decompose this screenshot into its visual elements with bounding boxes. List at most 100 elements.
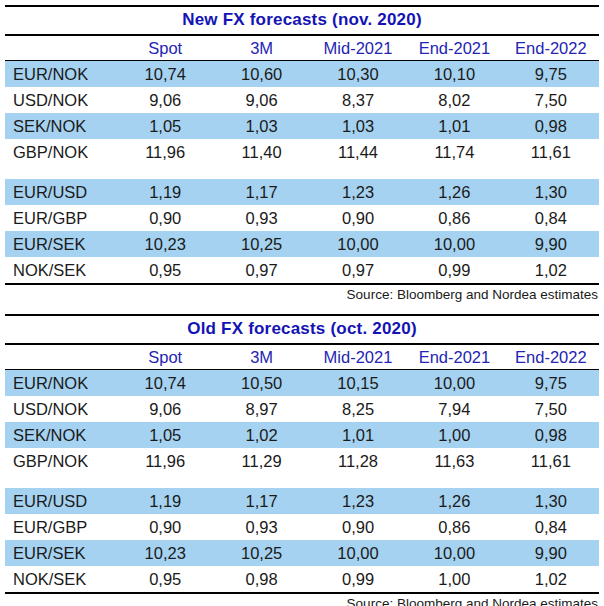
forecast-value: 0,93 xyxy=(213,209,309,228)
forecast-value: 10,23 xyxy=(117,544,213,563)
forecast-value: 10,00 xyxy=(310,544,406,563)
new-fx-forecasts-table: New FX forecasts (nov. 2020) Spot3MMid-2… xyxy=(5,5,599,305)
forecast-value: 0,98 xyxy=(503,426,599,445)
table-row: GBP/NOK11,9611,2911,2811,6311,61 xyxy=(5,448,599,474)
forecast-value: 1,05 xyxy=(117,426,213,445)
column-header-row: Spot3MMid-2021End-2021End-2022 xyxy=(5,36,599,61)
currency-pair-label: GBP/NOK xyxy=(5,143,117,162)
table-row: EUR/USD1,191,171,231,261,30 xyxy=(5,488,599,514)
forecast-value: 11,29 xyxy=(213,452,309,471)
column-header: End-2021 xyxy=(406,348,502,367)
forecast-value: 0,86 xyxy=(406,518,502,537)
page: New FX forecasts (nov. 2020) Spot3MMid-2… xyxy=(0,0,604,606)
forecast-value: 11,74 xyxy=(406,143,502,162)
forecast-value: 10,00 xyxy=(406,544,502,563)
table-row: EUR/GBP0,900,930,900,860,84 xyxy=(5,514,599,540)
forecast-value: 11,96 xyxy=(117,452,213,471)
column-header: End-2022 xyxy=(503,348,599,367)
forecast-value: 1,03 xyxy=(310,117,406,136)
currency-pair-label: SEK/NOK xyxy=(5,426,117,445)
forecast-value: 0,98 xyxy=(503,117,599,136)
old-fx-forecasts-table: Old FX forecasts (oct. 2020) Spot3MMid-2… xyxy=(5,314,599,606)
column-header: Mid-2021 xyxy=(310,39,406,58)
forecast-value: 0,99 xyxy=(406,261,502,280)
forecast-value: 0,93 xyxy=(213,518,309,537)
currency-pair-label: EUR/SEK xyxy=(5,235,117,254)
forecast-value: 9,75 xyxy=(503,374,599,393)
forecast-value: 0,84 xyxy=(503,518,599,537)
forecast-value: 1,17 xyxy=(213,492,309,511)
column-header: Mid-2021 xyxy=(310,348,406,367)
table-row: USD/NOK9,068,978,257,947,50 xyxy=(5,396,599,422)
forecast-value: 0,97 xyxy=(310,261,406,280)
table-row: NOK/SEK0,950,980,991,001,02 xyxy=(5,566,599,592)
forecast-value: 10,74 xyxy=(117,65,213,84)
forecast-value: 10,74 xyxy=(117,374,213,393)
forecast-value: 1,00 xyxy=(406,570,502,589)
forecast-value: 11,61 xyxy=(503,143,599,162)
forecast-value: 11,44 xyxy=(310,143,406,162)
forecast-value: 11,28 xyxy=(310,452,406,471)
forecast-value: 1,19 xyxy=(117,183,213,202)
forecast-value: 9,06 xyxy=(117,91,213,110)
forecast-value: 8,37 xyxy=(310,91,406,110)
forecast-value: 1,19 xyxy=(117,492,213,511)
table-row: EUR/GBP0,900,930,900,860,84 xyxy=(5,205,599,231)
forecast-value: 10,00 xyxy=(310,235,406,254)
forecast-value: 8,25 xyxy=(310,400,406,419)
table-row: EUR/USD1,191,171,231,261,30 xyxy=(5,179,599,205)
forecast-value: 9,90 xyxy=(503,235,599,254)
column-header: 3M xyxy=(213,348,309,367)
currency-pair-label: EUR/NOK xyxy=(5,374,117,393)
forecast-value: 10,60 xyxy=(213,65,309,84)
currency-pair-label: EUR/NOK xyxy=(5,65,117,84)
forecast-value: 1,02 xyxy=(213,426,309,445)
column-header: Spot xyxy=(117,39,213,58)
forecast-value: 10,00 xyxy=(406,374,502,393)
currency-pair-label: NOK/SEK xyxy=(5,261,117,280)
forecast-value: 1,23 xyxy=(310,183,406,202)
forecast-value: 1,26 xyxy=(406,183,502,202)
currency-pair-label: SEK/NOK xyxy=(5,117,117,136)
currency-pair-label: USD/NOK xyxy=(5,91,117,110)
table-title: New FX forecasts (nov. 2020) xyxy=(5,5,599,36)
forecast-value: 11,61 xyxy=(503,452,599,471)
forecast-value: 0,98 xyxy=(213,570,309,589)
forecast-value: 0,97 xyxy=(213,261,309,280)
forecast-value: 10,30 xyxy=(310,65,406,84)
table-row: NOK/SEK0,950,970,970,991,02 xyxy=(5,257,599,283)
currency-pair-label: EUR/SEK xyxy=(5,544,117,563)
forecast-value: 0,90 xyxy=(117,209,213,228)
forecast-value: 1,00 xyxy=(406,426,502,445)
forecast-value: 1,05 xyxy=(117,117,213,136)
forecast-value: 0,86 xyxy=(406,209,502,228)
table-row: SEK/NOK1,051,021,011,000,98 xyxy=(5,422,599,448)
source-attribution: Source: Bloomberg and Nordea estimates xyxy=(5,594,599,606)
currency-pair-label: USD/NOK xyxy=(5,400,117,419)
forecast-value: 10,10 xyxy=(406,65,502,84)
forecast-value: 10,50 xyxy=(213,374,309,393)
forecast-value: 11,40 xyxy=(213,143,309,162)
currency-pair-label: EUR/GBP xyxy=(5,518,117,537)
forecast-value: 0,90 xyxy=(117,518,213,537)
forecast-value: 0,90 xyxy=(310,518,406,537)
forecast-value: 1,01 xyxy=(406,117,502,136)
forecast-value: 9,90 xyxy=(503,544,599,563)
forecast-value: 8,02 xyxy=(406,91,502,110)
forecast-value: 9,06 xyxy=(213,91,309,110)
column-header: End-2022 xyxy=(503,39,599,58)
forecast-value: 9,75 xyxy=(503,65,599,84)
table-row: EUR/NOK10,7410,6010,3010,109,75 xyxy=(5,61,599,87)
forecast-value: 0,95 xyxy=(117,570,213,589)
forecast-value: 0,84 xyxy=(503,209,599,228)
spacer-row xyxy=(5,165,599,179)
currency-pair-label: EUR/GBP xyxy=(5,209,117,228)
table-row: SEK/NOK1,051,031,031,010,98 xyxy=(5,113,599,139)
forecast-value: 7,50 xyxy=(503,91,599,110)
table-body: EUR/NOK10,7410,6010,3010,109,75USD/NOK9,… xyxy=(5,61,599,285)
forecast-value: 1,30 xyxy=(503,183,599,202)
forecast-value: 7,94 xyxy=(406,400,502,419)
currency-pair-label: GBP/NOK xyxy=(5,452,117,471)
column-header-row: Spot3MMid-2021End-2021End-2022 xyxy=(5,345,599,370)
table-row: EUR/SEK10,2310,2510,0010,009,90 xyxy=(5,231,599,257)
